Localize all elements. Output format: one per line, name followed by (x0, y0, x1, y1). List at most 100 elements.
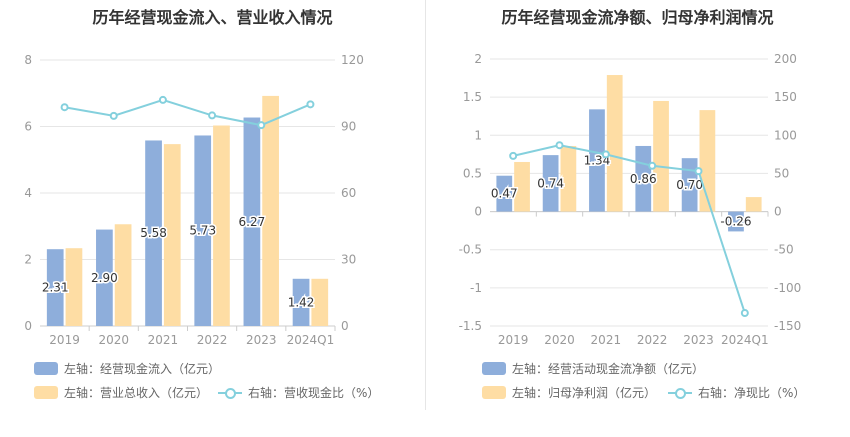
bar (96, 229, 113, 326)
bar (46, 249, 64, 326)
legend-item-net-profit[interactable]: 左轴：归母净利润（亿元） (482, 384, 656, 401)
bar (745, 197, 762, 212)
bar (496, 175, 513, 212)
x-tick-label: 2024Q1 (287, 333, 335, 347)
y-tick-right: 0 (774, 205, 782, 219)
y-tick-right: 60 (341, 186, 356, 200)
data-label: 6.27 (239, 215, 266, 229)
panel-divider (425, 0, 426, 410)
legend-item-ratio[interactable]: 右轴：营收现金比（%） (218, 384, 379, 401)
chart-title: 历年经营现金流净额、归母净利润情况 (501, 8, 774, 27)
bar (311, 278, 329, 326)
line-point (509, 151, 518, 160)
legend-swatch (482, 362, 506, 375)
y-tick-right: 90 (341, 120, 356, 134)
data-label: 0.74 (537, 176, 564, 190)
legend-item-net-cash-ratio[interactable]: 右轴：净现比（%） (668, 384, 805, 401)
bar (163, 144, 181, 326)
x-tick-label: 2022 (637, 333, 668, 347)
x-tick-label: 2023 (246, 333, 277, 347)
data-label: 2.31 (42, 281, 69, 295)
bar (589, 109, 605, 212)
series-line (64, 98, 311, 127)
y-tick-right: 200 (774, 52, 797, 66)
y-tick-right: 150 (774, 90, 797, 104)
legend-label: 左轴：归母净利润（亿元） (512, 386, 657, 400)
legend-item-revenue[interactable]: 左轴：营业总收入（亿元） (34, 384, 208, 401)
y-tick-left: 1.5 (463, 90, 482, 104)
bar (114, 224, 132, 326)
legend-label: 左轴：经营活动现金流净额（亿元） (512, 362, 705, 376)
x-tick-label: 2023 (683, 333, 714, 347)
line-point (648, 161, 657, 170)
data-label: 0.70 (676, 178, 703, 192)
x-tick-label: 2019 (498, 333, 529, 347)
y-tick-left: 0.5 (463, 166, 482, 180)
legend-label: 右轴：净现比（%） (698, 386, 806, 400)
y-tick-right: 100 (774, 128, 797, 142)
legend-item-net-cashflow[interactable]: 左轴：经营活动现金流净额（亿元） (482, 360, 704, 377)
legend-label: 左轴：营业总收入（亿元） (64, 386, 209, 400)
data-label: 5.73 (189, 224, 216, 238)
line-point (109, 111, 118, 120)
bar (292, 278, 310, 326)
data-label: 5.58 (140, 226, 167, 240)
x-tick-label: 2022 (197, 333, 228, 347)
y-tick-left: 0 (24, 319, 32, 333)
x-tick-label: 2020 (544, 333, 575, 347)
line-point (257, 121, 266, 130)
y-tick-left: -0.5 (459, 243, 482, 257)
data-label: -0.26 (720, 214, 751, 228)
chart-panel-right: 历年经营现金流净额、归母净利润情况 -1.5 -1 -0.5 0 0.5 1 1.5 2 -15… (425, 0, 850, 437)
y-tick-left: -1 (470, 281, 482, 295)
bar (653, 100, 669, 212)
y-tick-right: 120 (341, 53, 364, 67)
line-point (60, 103, 69, 112)
x-tick-label: 2021 (148, 333, 179, 347)
y-tick-left: 8 (24, 53, 32, 67)
y-tick-right: -50 (774, 243, 794, 257)
line-point (555, 141, 564, 150)
bar (243, 117, 261, 327)
y-tick-right: 30 (341, 253, 356, 267)
legend-item-inflow[interactable]: 左轴：经营现金流入（亿元） (34, 360, 220, 377)
legend-label: 右轴：营收现金比（%） (248, 386, 380, 400)
line-point (208, 111, 217, 120)
bar (542, 155, 559, 212)
chart-panel-left: 历年经营现金流入、营业收入情况 0 2 4 6 8 0 30 60 90 120 2019 2020 2… (24, 8, 379, 401)
chart-left: 0 2 4 6 8 0 30 60 90 120 2019 2020 2021 2022 2023 2024Q… (24, 53, 364, 347)
y-tick-left: 6 (24, 120, 32, 134)
y-tick-left: 2 (474, 52, 482, 66)
line-point (601, 150, 610, 159)
bar (262, 95, 279, 326)
x-tick-label: 2019 (49, 333, 80, 347)
bar (514, 161, 530, 212)
x-tick-label: 2021 (591, 333, 622, 347)
y-tick-left: 2 (24, 253, 32, 267)
line-point (158, 95, 167, 104)
data-label: 0.86 (630, 172, 657, 186)
bar (213, 125, 230, 326)
bar (560, 145, 577, 212)
legend-swatch (34, 386, 58, 399)
line-point (694, 167, 703, 176)
y-tick-right: -100 (774, 281, 801, 295)
series-line (512, 144, 746, 314)
data-label: 0.47 (491, 187, 518, 201)
legend-swatch (482, 386, 506, 399)
line-point (740, 309, 749, 318)
line-point (306, 100, 315, 109)
chart-right: -1.5 -1 -0.5 0 0.5 1 1.5 2 -150 -100 -50 0 50 100 150 2… (459, 52, 802, 347)
bar (145, 140, 162, 326)
legend-swatch (34, 362, 58, 375)
chart-title: 历年经营现金流入、营业收入情况 (92, 8, 333, 27)
bar (728, 211, 744, 232)
x-tick-label: 2024Q1 (721, 333, 769, 347)
data-label: 1.42 (288, 295, 315, 309)
y-tick-right: 0 (341, 319, 349, 333)
y-tick-left: -1.5 (459, 319, 482, 333)
y-tick-left: 1 (474, 128, 482, 142)
legend-line-icon (668, 386, 692, 399)
y-tick-left: 4 (24, 186, 32, 200)
legend-label: 左轴：经营现金流入（亿元） (64, 362, 221, 376)
